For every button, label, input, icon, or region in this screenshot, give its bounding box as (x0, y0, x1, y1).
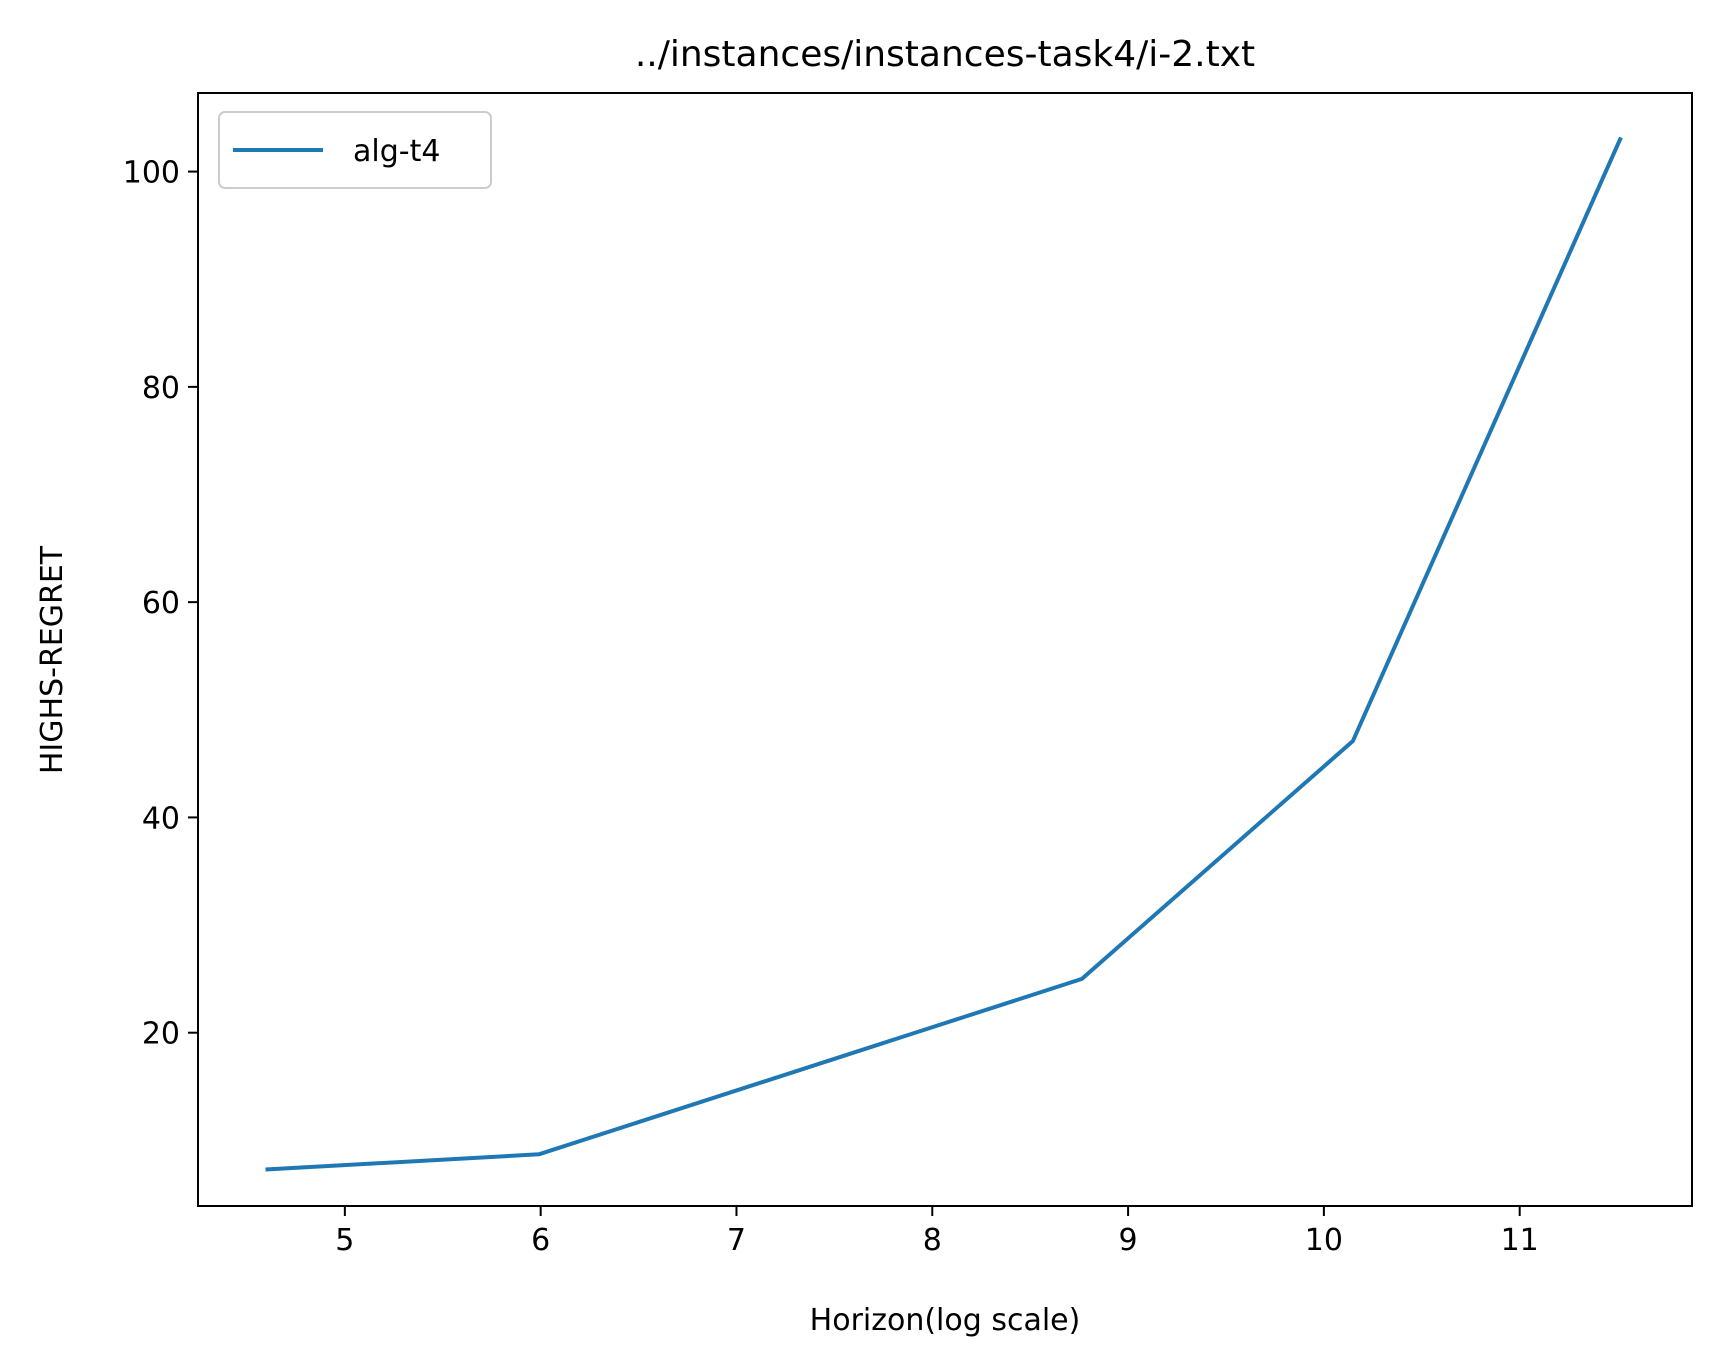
chart-title: ../instances/instances-task4/i-2.txt (635, 34, 1255, 75)
plot-frame (197, 92, 1693, 1207)
legend-box (218, 111, 492, 189)
x-tick-label: 7 (727, 1223, 746, 1258)
x-tick-label: 6 (531, 1223, 550, 1258)
y-tick-label: 100 (123, 156, 180, 191)
x-tick-label: 11 (1501, 1223, 1539, 1258)
y-tick-label: 80 (142, 371, 180, 406)
x-tick-label: 8 (923, 1223, 942, 1258)
legend: alg-t4 (218, 111, 492, 189)
x-tick-label: 9 (1119, 1223, 1138, 1258)
axis-ticks: 5 6 7 8 9 10 11 20 40 60 80 100 (123, 156, 1539, 1258)
series-line-alg-t4 (265, 136, 1623, 1172)
y-tick-label: 40 (142, 801, 180, 836)
legend-label: alg-t4 (353, 134, 440, 169)
x-tick-label: 10 (1305, 1223, 1343, 1258)
x-axis-label: Horizon(log scale) (810, 1303, 1081, 1338)
y-tick-label: 60 (142, 586, 180, 621)
series-layer (265, 136, 1623, 1172)
x-tick-label: 5 (335, 1223, 354, 1258)
y-tick-label: 20 (142, 1017, 180, 1052)
y-axis-label: HIGHS-REGRET (35, 545, 70, 774)
